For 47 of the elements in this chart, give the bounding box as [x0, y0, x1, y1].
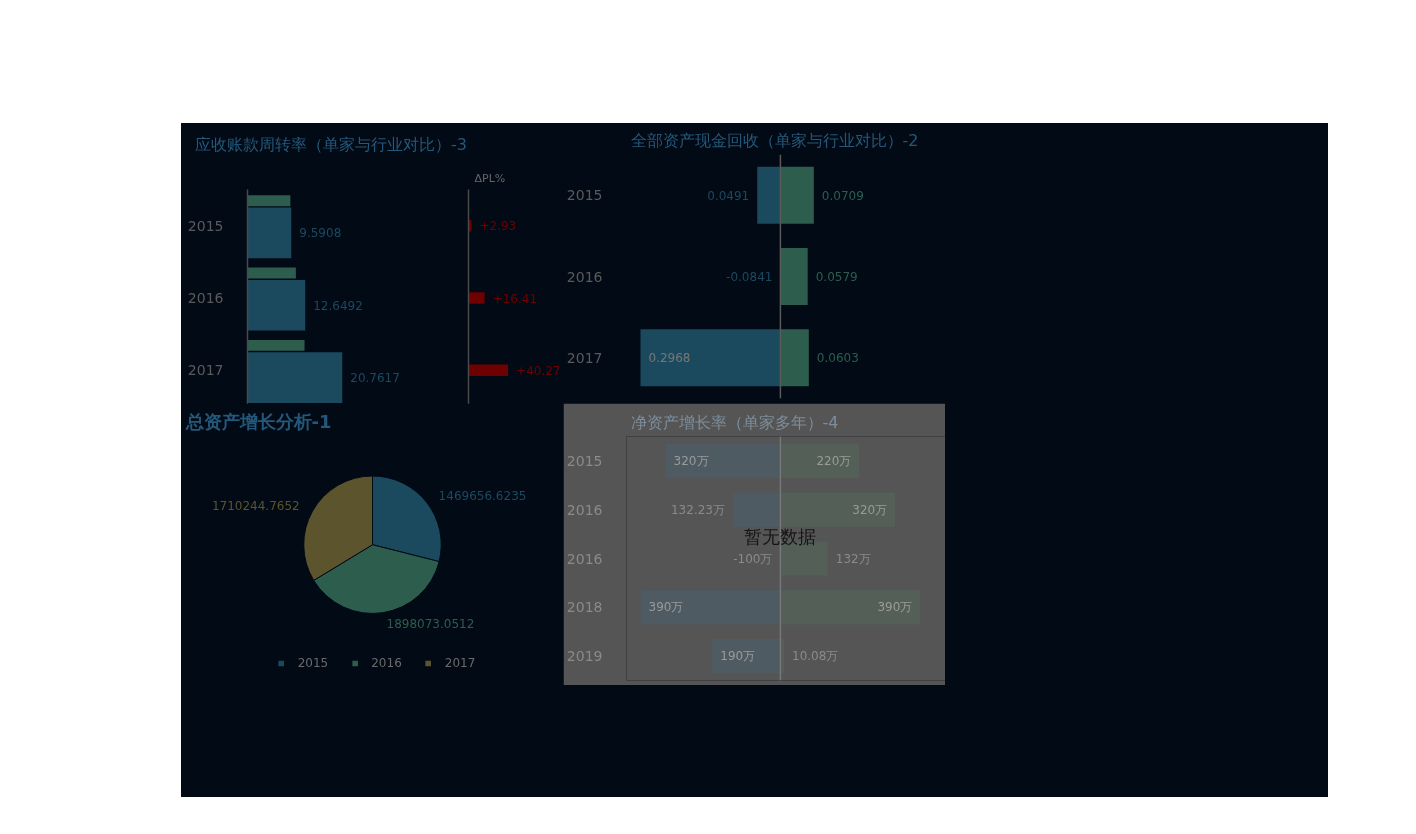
bar	[780, 329, 809, 387]
chart-title: 全部资产现金回收（单家与行业对比）-2	[630, 130, 919, 150]
bar	[247, 279, 306, 331]
data-label: +16.41	[492, 291, 538, 306]
y-tick-label: 2016	[566, 268, 603, 285]
bar	[247, 339, 305, 351]
chart-title: ΔPL%	[474, 171, 506, 185]
data-label: 390万	[877, 600, 913, 615]
legend-label: 2016	[371, 656, 402, 670]
data-label: 1710244.7652	[211, 499, 300, 514]
data-label: 12.6492	[313, 298, 363, 313]
annotation: 0.2968	[648, 351, 691, 366]
data-label: 0.0709	[821, 188, 864, 203]
data-label: 320万	[852, 502, 888, 517]
annotation: 320万	[673, 453, 709, 468]
bar	[247, 207, 292, 259]
bar	[780, 248, 808, 305]
annotation: 390万	[648, 600, 684, 615]
y-tick-label: 2015	[187, 217, 224, 234]
data-label: 0.0579	[815, 270, 858, 284]
annotation: 暂无数据	[744, 526, 817, 548]
data-label: 20.7617	[350, 371, 400, 386]
annotation: 0.0491	[707, 188, 750, 203]
chart-title: 净资产增长率（单家多年）-4	[630, 412, 839, 432]
bar	[757, 166, 781, 224]
data-label: +2.93	[479, 219, 517, 234]
data-label: 1469656.6235	[438, 489, 527, 504]
data-label: +40.27	[516, 363, 561, 378]
y-tick-label: 2016	[187, 290, 224, 306]
bar	[247, 267, 296, 279]
legend-label: 2017	[444, 656, 476, 670]
bar	[780, 166, 814, 224]
y-tick-label: 2017	[566, 349, 603, 366]
data-label: 220万	[816, 453, 852, 468]
data-label: 1898073.0512	[386, 617, 475, 632]
y-tick-label: 2017	[187, 362, 224, 379]
data-label: 0.0603	[816, 351, 859, 366]
bar	[712, 639, 781, 674]
data-label: 9.5908	[299, 226, 342, 241]
y-tick-label: 2015	[566, 187, 603, 204]
bar	[640, 329, 781, 387]
bar	[247, 195, 291, 207]
annotation: 190万	[720, 649, 756, 664]
chart-title: 应收账款周转率（单家与行业对比）-3	[195, 134, 467, 156]
annotation: -0.0841	[726, 270, 773, 284]
chart-title: 总资产增长分析-1	[184, 410, 332, 432]
legend-label: 2015	[297, 656, 329, 670]
